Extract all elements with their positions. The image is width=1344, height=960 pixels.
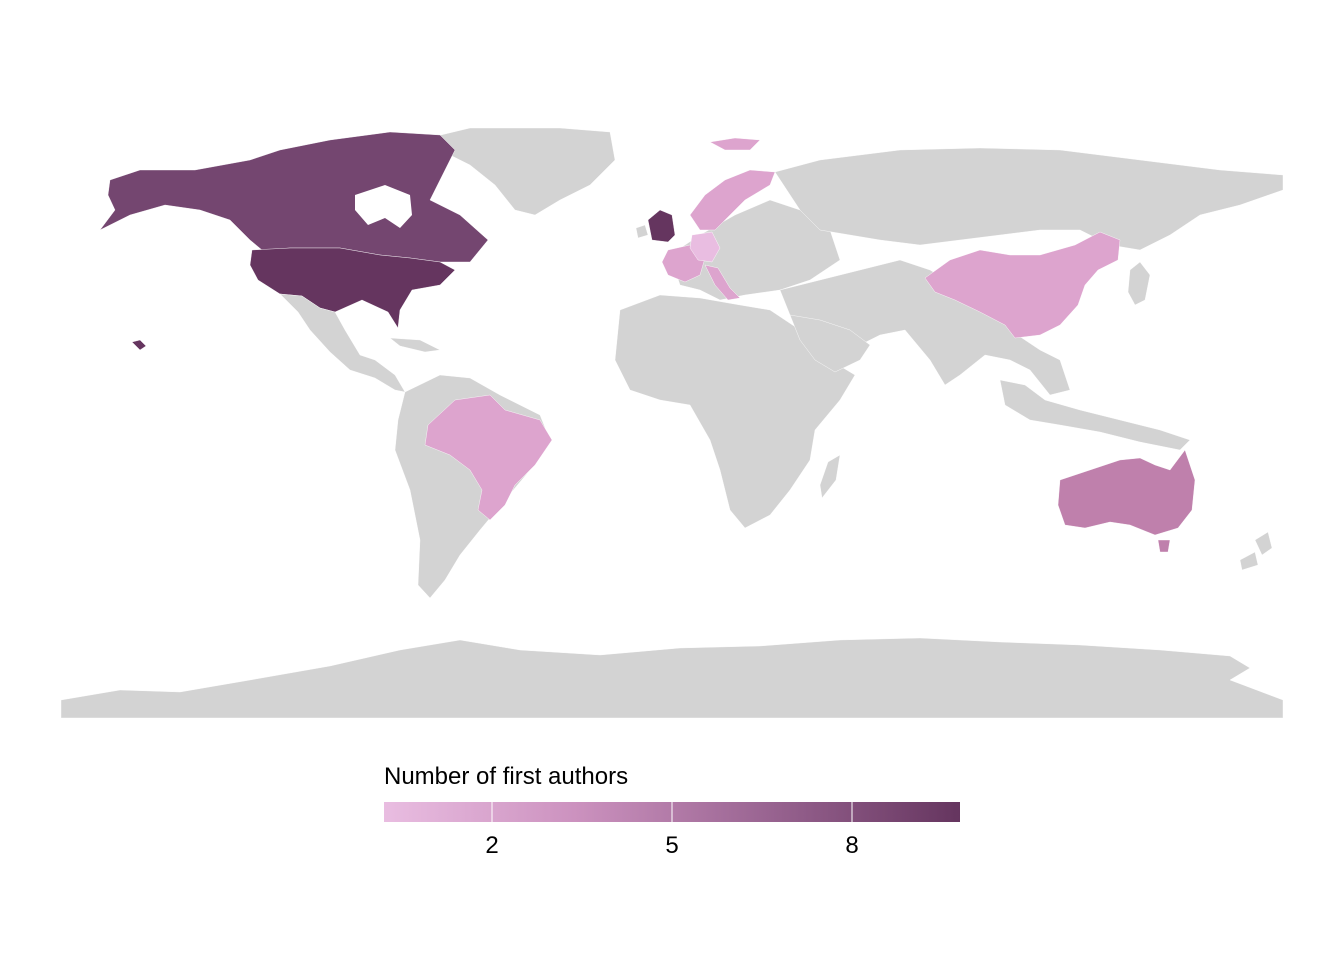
legend-title: Number of first authors: [384, 763, 629, 790]
region-caribbean: [389, 337, 441, 353]
region-italy: [704, 264, 741, 301]
region-ireland: [635, 224, 649, 239]
region-hawaii: [131, 339, 147, 351]
region-southeast-asia: [999, 379, 1191, 451]
region-japan: [1127, 261, 1151, 306]
hudson-bay: [355, 185, 412, 228]
region-greenland: [419, 127, 616, 216]
legend-tick-label-5: 5: [665, 832, 679, 859]
legend-tick-label-2: 2: [485, 832, 499, 859]
region-germany: [689, 231, 721, 263]
region-australia: [1057, 449, 1196, 536]
region-svalbard: [709, 137, 761, 151]
legend-tick-label-8: 8: [845, 832, 859, 859]
region-new-zealand: [1254, 531, 1273, 556]
region-madagascar: [819, 454, 841, 499]
region-new-zealand-south: [1239, 551, 1259, 571]
region-russia: [774, 147, 1284, 251]
region-canada: [99, 131, 489, 263]
region-tasmania: [1157, 539, 1171, 553]
region-arabia: [789, 314, 871, 373]
region-united-states: [249, 247, 456, 329]
region-scandinavia: [689, 169, 776, 231]
region-united-kingdom: [647, 209, 676, 243]
region-africa: [614, 294, 856, 529]
region-china: [924, 231, 1121, 339]
region-antarctica: [60, 637, 1284, 719]
region-mexico: [279, 293, 406, 393]
region-brazil: [424, 394, 553, 521]
